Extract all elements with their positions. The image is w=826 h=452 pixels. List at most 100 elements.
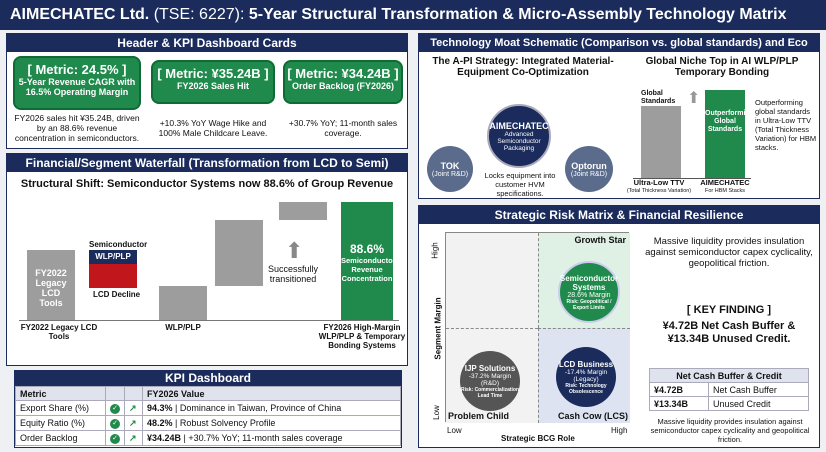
- moat-left-title: The A-PI Strategy: Integrated Material-E…: [432, 56, 614, 78]
- node-optorun: Optorun (Joint R&D): [565, 146, 613, 192]
- kpi-dashboard-header: KPI Dashboard: [15, 371, 401, 386]
- moat-right-title: Global Niche Top in AI WLP/PLP Temporary…: [645, 56, 799, 78]
- node-sub: (Joint R&D): [431, 170, 469, 178]
- node-risk: Risk: Geopolitical / Export Limits: [566, 298, 612, 311]
- row-value: ¥34.24B: [147, 433, 182, 443]
- kpi-dashboard-panel: KPI Dashboard Metric FY2026 Value Export…: [14, 370, 402, 448]
- row-metric: Export Share (%): [15, 400, 106, 416]
- node-margin: -17.4% Margin (Legacy): [564, 368, 608, 383]
- trend-up-icon: ↗: [129, 402, 137, 413]
- x-axis-label: Strategic BCG Role: [501, 434, 575, 443]
- y-low: Low: [431, 405, 441, 420]
- lcd-decline-label: LCD Decline: [93, 290, 141, 299]
- kpi-card-backlog: [ Metric: ¥34.24B ] Order Backlog (FY202…: [283, 60, 403, 104]
- page-title: AIMECHATEC Ltd. (TSE: 6227): 5-Year Stru…: [0, 0, 826, 30]
- waterfall-header: Financial/Segment Waterfall (Transformat…: [7, 154, 407, 172]
- lock-text: Locks equipment into customer HVM specif…: [484, 171, 556, 198]
- up-arrow-icon: ⬆: [687, 90, 701, 107]
- trend-up-icon: ↗: [129, 432, 137, 443]
- risk-panel: Strategic Risk Matrix & Financial Resili…: [418, 205, 820, 448]
- node-name: IJP Solutions: [464, 363, 516, 373]
- row-metric: Equity Ratio (%): [15, 415, 106, 431]
- bar-lcd-decline: [89, 264, 137, 288]
- bar-wlp-segment: WLP/PLP: [89, 250, 137, 264]
- table-row: Equity Ratio (%) ✓ ↗ 48.2% | Robust Solv…: [15, 415, 401, 431]
- risk-header: Strategic Risk Matrix & Financial Resili…: [419, 206, 819, 224]
- row-desc: | Dominance in Taiwan, Province of China: [175, 403, 342, 413]
- row-label: Unused Credit: [708, 396, 809, 411]
- kpi-table: Metric FY2026 Value Export Share (%) ✓ ↗…: [15, 386, 401, 446]
- node-margin: -37.2% Margin (R&D): [468, 372, 512, 387]
- node-name: Optorun: [571, 160, 607, 171]
- row-desc: | Robust Solvency Profile: [175, 418, 276, 428]
- kpi-card-label: Order Backlog (FY2026): [291, 81, 395, 91]
- table-row: ¥4.72B Net Cash Buffer: [648, 382, 809, 397]
- check-icon: ✓: [110, 419, 120, 429]
- finding-text: ¥4.72B Net Cash Buffer & ¥13.34B Unused …: [662, 320, 796, 345]
- table-row: Export Share (%) ✓ ↗ 94.3% | Dominance i…: [15, 400, 401, 416]
- kpi-card-label: 5-Year Revenue CAGR with 16.5% Operating…: [18, 77, 136, 97]
- row-value: 48.2%: [147, 418, 173, 428]
- table-note: Massive liquidity provides insulation ag…: [650, 417, 810, 444]
- waterfall-title: Structural Shift: Semiconductor Systems …: [20, 178, 394, 190]
- table-row: ¥13.34B Unused Credit: [648, 396, 809, 411]
- col-metric: Metric: [15, 386, 106, 401]
- node-name: LCD Business: [558, 359, 614, 369]
- moat-panel: Technology Moat Schematic (Comparison vs…: [418, 33, 820, 199]
- waterfall-panel: Financial/Segment Waterfall (Transformat…: [6, 153, 408, 366]
- x-label-wlp: WLP/PLP: [165, 323, 201, 332]
- node-lcd: LCD Business -17.4% Margin (Legacy) Risk…: [556, 347, 616, 407]
- kpi-card-metric: [ Metric: ¥34.24B ]: [287, 66, 399, 81]
- row-value: ¥13.34B: [648, 396, 710, 411]
- kpi-card-cagr: [ Metric: 24.5% ] 5-Year Revenue CAGR wi…: [13, 56, 141, 110]
- kpi-card-metric: [ Metric: 24.5% ]: [27, 62, 127, 77]
- final-sub: Semiconductor Revenue Concentration: [341, 256, 396, 283]
- row-value: 94.3%: [147, 403, 173, 413]
- quadrant-top-left: [446, 233, 538, 328]
- node-name: AIMECHATEC: [489, 120, 549, 131]
- kpi-card-note: +10.3% YoY Wage Hike and 100% Male Child…: [158, 118, 268, 138]
- kpi-cards-header: Header & KPI Dashboard Cards: [7, 34, 407, 52]
- company-name: AIMECHATEC Ltd.: [10, 6, 150, 23]
- q-growth-label: Growth Star: [574, 235, 626, 245]
- q-problem-label: Problem Child: [448, 411, 510, 421]
- row-metric: Order Backlog: [15, 430, 106, 446]
- row-desc: | +30.7% YoY; 11-month sales coverage: [183, 433, 343, 443]
- node-name: TOK: [440, 160, 460, 171]
- node-margin: 28.6% Margin: [567, 291, 611, 299]
- bar-global-label: Global Standards: [641, 90, 676, 105]
- waterfall-baseline: [19, 320, 399, 321]
- bar-aimechatec: Outperforming Global Standards: [705, 90, 754, 178]
- kpi-card-sales: [ Metric: ¥35.24B ] FY2026 Sales Hit: [151, 60, 275, 104]
- moat-header: Technology Moat Schematic (Comparison vs…: [419, 34, 819, 52]
- finding-label: [ KEY FINDING ]: [686, 304, 772, 316]
- node-semiconductor: Semiconductor Systems 28.6% Margin Risk:…: [558, 261, 620, 323]
- bar-wlp-growth: [159, 286, 207, 320]
- check-icon: ✓: [110, 434, 120, 444]
- node-risk: Risk: Technology Obsolescence: [565, 382, 607, 395]
- final-value: 88.6%: [349, 242, 385, 256]
- up-arrow-icon: ⬆: [285, 238, 304, 263]
- y-high: High: [430, 242, 440, 259]
- node-aimechatec: AIMECHATEC Advanced Semiconductor Packag…: [487, 104, 551, 168]
- x1-label: Ultra-Low TTV (Total Thickness Variation…: [626, 178, 692, 195]
- ticker: (TSE: 6227):: [153, 6, 245, 23]
- trend-up-icon: ↗: [129, 417, 137, 428]
- q-cash-label: Cash Cow (LCS): [557, 411, 628, 421]
- row-label: Net Cash Buffer: [708, 382, 809, 397]
- x-label-fy2026: FY2026 High-Margin WLP/PLP & Temporary B…: [318, 323, 406, 350]
- semi-label: Semiconductor: [89, 240, 148, 249]
- x-label-fy2022: FY2022 Legacy LCD Tools: [20, 323, 98, 341]
- node-tok: TOK (Joint R&D): [427, 146, 473, 192]
- net-cash-table-header: Net Cash Buffer & Credit: [649, 368, 809, 383]
- x-low: Low: [447, 426, 462, 435]
- node-sub: (Joint R&D): [570, 170, 608, 178]
- row-value: ¥4.72B: [648, 382, 710, 397]
- y-axis-label: Segment Margin: [433, 297, 443, 360]
- matrix: Growth Star Problem Child Cash Cow (LCS)…: [445, 232, 630, 423]
- table-header-row: Metric FY2026 Value: [15, 386, 401, 401]
- col-value: FY2026 Value: [142, 386, 401, 401]
- bar-fy2022-label: FY2022 Legacy LCD Tools: [35, 268, 67, 308]
- bar-fy2022: [27, 250, 75, 320]
- check-icon: ✓: [110, 404, 120, 414]
